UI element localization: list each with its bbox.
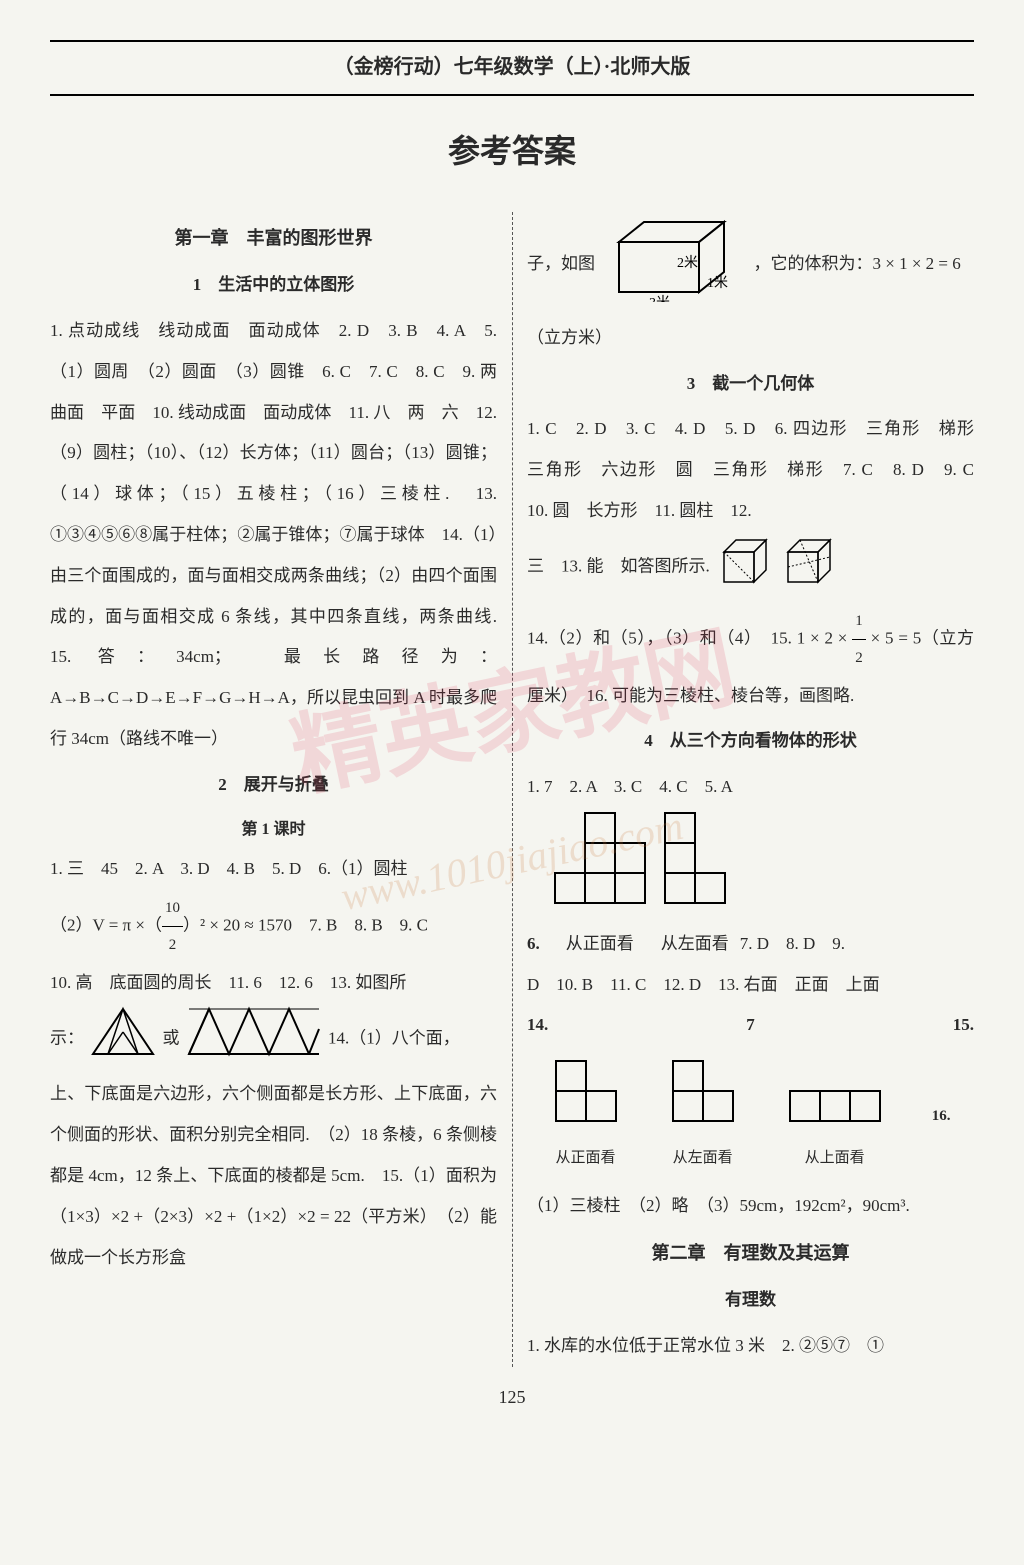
section-3-body2-row: 三 13. 能 如答图所示.: [527, 532, 974, 603]
cube-cut-icon-1: [714, 532, 774, 603]
q6-left-label: 从左面看: [660, 924, 730, 965]
chapter-1-title: 第一章 丰富的图形世界: [50, 217, 497, 260]
grid-front-icon: [550, 808, 650, 908]
q6-left-view: 从左面看: [660, 808, 730, 965]
section-2-figure-row: 示： 或 14.（1）八个面，: [50, 1004, 497, 1075]
s3-b3a: 14.（2）和（5），（3）和（4） 15. 1 × 2 ×: [527, 628, 852, 647]
main-title: 参考答案: [50, 126, 974, 172]
q14-label: 14.: [527, 1005, 548, 1046]
right-column: 子，如图 2米 1米 3米 ，它的体积为：3 × 1 × 2 = 6 （立方米）…: [512, 212, 974, 1367]
s2-fig-prefix: 示：: [50, 1028, 84, 1047]
q6-row: 6. 从正面看: [527, 808, 974, 965]
frac-num: 10: [162, 890, 183, 927]
section-2-subtitle: 第 1 课时: [50, 811, 497, 849]
grid-left-icon: [660, 808, 730, 908]
q14-15-row: 14. 7 15.: [527, 1005, 974, 1046]
frac-num-2: 1: [852, 603, 866, 640]
cuboid-icon: 2米 1米 3米: [609, 212, 739, 318]
header-rule: [50, 40, 974, 42]
s2-fig-or: 或: [163, 1028, 180, 1047]
q16-label2: 从左面看: [668, 1140, 738, 1176]
page-number: 125: [50, 1387, 974, 1408]
book-title: （金榜行动）七年级数学（上）·北师大版: [50, 50, 974, 79]
q6-label: 6.: [527, 924, 540, 965]
s2-fig-suffix: 14.（1）八个面，: [328, 1028, 460, 1047]
svg-text:1米: 1米: [707, 275, 728, 291]
section-1-title: 1 生活中的立体图形: [50, 265, 497, 306]
r1-unit: （立方米）: [527, 318, 974, 359]
s2-formula-prefix: （2）V = π ×（: [50, 915, 162, 934]
q16-view3: 从上面看: [785, 1056, 885, 1176]
section-2-body-formula: （2）V = π ×（102）² × 20 ≈ 1570 7. B 8. B 9…: [50, 890, 497, 963]
s2-formula-suffix: ）² × 20 ≈ 1570 7. B 8. B 9. C: [183, 915, 428, 934]
section-4-body3: D 10. B 11. C 12. D 13. 右面 正面 上面: [527, 965, 974, 1006]
r1-cuboid-row: 子，如图 2米 1米 3米 ，它的体积为：3 × 1 × 2 = 6: [527, 212, 974, 318]
cube-cut-icon-2: [778, 532, 838, 603]
q14-mid: 7: [746, 1005, 755, 1046]
content-columns: 第一章 丰富的图形世界 1 生活中的立体图形 1. 点动成线 线动成面 面动成体…: [50, 212, 974, 1367]
section-4-body4: （1）三棱柱 （2）略 （3）59cm，192cm²，90cm³.: [527, 1186, 974, 1227]
q16-view2: 从左面看: [668, 1056, 738, 1176]
q16-label: 16.: [932, 1098, 951, 1134]
grid-icon-a: [551, 1056, 621, 1126]
left-column: 第一章 丰富的图形世界 1 生活中的立体图形 1. 点动成线 线动成面 面动成体…: [50, 212, 512, 1367]
q16-label3: 从上面看: [785, 1140, 885, 1176]
frac-den-2: 2: [852, 640, 866, 676]
section-1-body: 1. 点动成线 线动成面 面动成体 2. D 3. B 4. A 5.（1）圆周…: [50, 311, 497, 760]
section-c2-title: 有理数: [527, 1280, 974, 1321]
section-2-body-a: 1. 三 45 2. A 3. D 4. B 5. D 6.（1）圆柱: [50, 849, 497, 890]
r1-prefix: 子，如图: [527, 254, 595, 273]
triangle-icon-1: [88, 1004, 158, 1075]
column-divider: [512, 212, 513, 1367]
chapter-2-title: 第二章 有理数及其运算: [527, 1232, 974, 1275]
s3-body2-text: 三 13. 能 如答图所示.: [527, 556, 710, 575]
section-4-title: 4 从三个方向看物体的形状: [527, 721, 974, 762]
section-3-title: 3 截一个几何体: [527, 364, 974, 405]
svg-text:3米: 3米: [649, 295, 670, 302]
grid-icon-b: [668, 1056, 738, 1126]
section-3-body: 1. C 2. D 3. C 4. D 5. D 6. 四边形 三角形 梯形 三…: [527, 409, 974, 531]
q16-view1: 从正面看: [551, 1056, 621, 1176]
section-2-body-d: 10. 高 底面圆的周长 11. 6 12. 6 13. 如图所: [50, 963, 497, 1004]
r1-suffix: ，它的体积为：3 × 1 × 2 = 6: [754, 254, 961, 273]
q16-label1: 从正面看: [551, 1140, 621, 1176]
q6-front-label: 从正面看: [550, 924, 650, 965]
section-2-body-h: 上、下底面是六边形，六个侧面都是长方形、上下底面，六个侧面的形状、面积分别完全相…: [50, 1074, 497, 1278]
frac-den: 2: [162, 927, 183, 963]
fraction-1-2: 12: [852, 603, 866, 676]
svg-text:2米: 2米: [677, 255, 698, 271]
triangle-strip-icon: [184, 1004, 324, 1075]
q15-label: 15.: [953, 1005, 974, 1046]
section-3-body3: 14.（2）和（5），（3）和（4） 15. 1 × 2 × 12 × 5 = …: [527, 603, 974, 717]
q16-row: 从正面看 从左面看 从上面看 16.: [527, 1056, 974, 1176]
c2-body: 1. 水库的水位低于正常水位 3 米 2. ②⑤⑦ ①: [527, 1326, 974, 1367]
header-rule-2: [50, 94, 974, 96]
q6-front-view: 从正面看: [550, 808, 650, 965]
section-4-body1: 1. 7 2. A 3. C 4. C 5. A: [527, 767, 974, 808]
grid-icon-c: [785, 1056, 885, 1126]
section-2-title: 2 展开与折叠: [50, 765, 497, 806]
fraction-10-2: 102: [162, 890, 183, 963]
s4-body2: 7. D 8. D 9.: [740, 924, 845, 965]
